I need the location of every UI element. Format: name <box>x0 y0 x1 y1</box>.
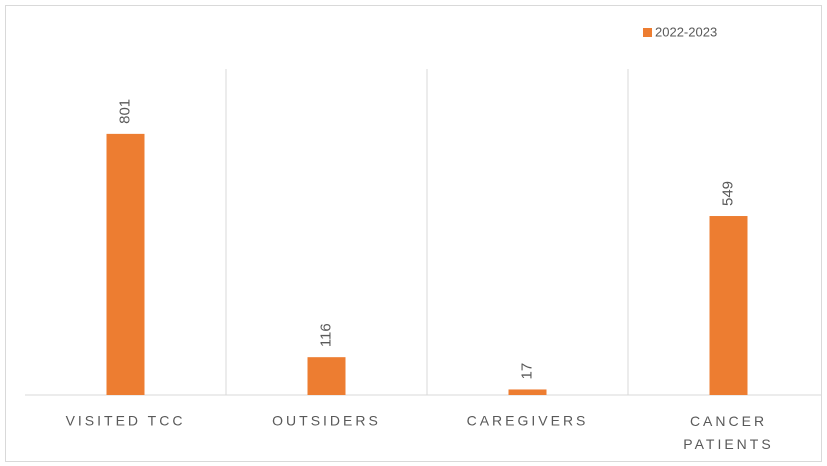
x-tick-label-line: CANCER <box>690 413 767 429</box>
bar <box>508 389 547 395</box>
x-tick-label-line: PATIENTS <box>683 436 773 452</box>
data-label: 17 <box>518 363 535 380</box>
bar <box>106 133 145 395</box>
legend-swatch <box>643 28 652 37</box>
data-label: 116 <box>317 323 334 347</box>
bar <box>709 216 748 395</box>
legend-label: 2022-2023 <box>655 24 717 39</box>
data-label: 549 <box>719 181 736 206</box>
x-tick-label: OUTSIDERS <box>272 413 381 429</box>
x-tick-label: CAREGIVERS <box>467 413 589 429</box>
bar <box>307 357 346 395</box>
x-tick-label: VISITED TCC <box>66 413 186 429</box>
data-label: 801 <box>116 99 133 124</box>
x-tick-label: CANCER PATIENTS <box>683 413 773 452</box>
